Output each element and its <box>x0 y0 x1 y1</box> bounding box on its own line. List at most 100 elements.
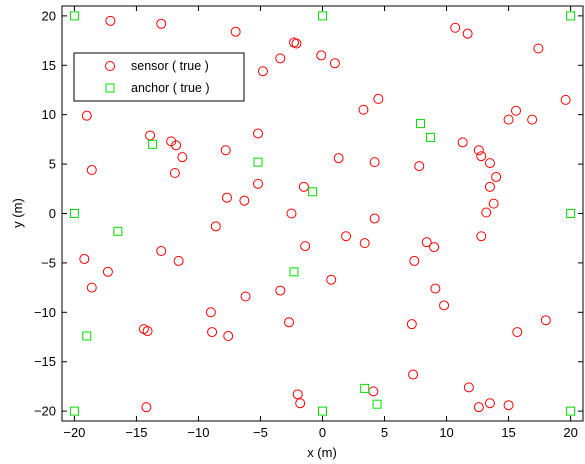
sensor-point <box>503 114 514 125</box>
anchor-point <box>360 383 370 393</box>
sensor-point <box>421 237 432 248</box>
sensor-point <box>171 140 182 151</box>
sensor-point <box>142 326 153 337</box>
anchor-point <box>253 157 263 167</box>
sensor-point <box>316 50 327 61</box>
sensor-point <box>476 151 487 162</box>
sensor-point <box>275 53 286 64</box>
sensor-point <box>286 208 297 219</box>
sensor-point <box>284 317 295 328</box>
sensor-point <box>239 195 250 206</box>
axis-tick-labels: −20 −15 −10 −5 0 5 10 15 20 −20 −15 −10 −5 0 5 10 15 20 <box>34 8 578 440</box>
sensor-point <box>484 158 495 169</box>
sensor-point <box>79 253 90 264</box>
sensor-point <box>473 145 484 156</box>
x-tick-label: 15 <box>501 425 515 440</box>
x-tick-label: 10 <box>439 425 453 440</box>
sensor-point <box>488 198 499 209</box>
sensor-point <box>295 398 306 409</box>
y-tick-label: −10 <box>34 305 56 320</box>
sensor-point <box>252 128 263 139</box>
sensor-point <box>292 389 303 400</box>
anchor-point <box>566 406 576 416</box>
sensor-point <box>512 327 523 338</box>
sensor-point <box>463 382 474 393</box>
sensor-point <box>429 242 440 253</box>
sensor-point <box>81 110 92 121</box>
anchor-point <box>566 209 576 218</box>
x-tick-label: −10 <box>187 425 209 440</box>
x-tick-label: 5 <box>381 425 388 440</box>
sensor-point <box>462 28 473 39</box>
anchor-point <box>425 132 435 142</box>
sensor-point <box>102 266 113 277</box>
sensor-point <box>141 402 152 413</box>
sensor-point <box>291 38 302 49</box>
sensor-point <box>105 15 116 26</box>
anchor-point <box>82 331 92 341</box>
sensor-point <box>300 241 311 252</box>
sensor-point <box>326 274 337 285</box>
sensor-point <box>86 165 97 176</box>
anchor-point <box>113 226 123 236</box>
x-tick-label: −5 <box>253 425 268 440</box>
sensor-point <box>414 161 425 172</box>
y-tick-label: −20 <box>34 404 56 419</box>
anchor-point <box>318 406 327 416</box>
legend: sensor ( true ) anchor ( true ) <box>73 52 245 102</box>
legend-box <box>73 52 245 102</box>
sensor-point <box>240 291 251 302</box>
data-points <box>69 11 576 416</box>
sensor-point <box>476 231 487 242</box>
x-tick-label: 0 <box>319 425 326 440</box>
sensor-point <box>221 192 232 203</box>
sensor-point <box>406 319 417 330</box>
x-tick-label: −20 <box>63 425 85 440</box>
legend-sensor-label: sensor ( true ) <box>131 59 209 73</box>
sensor-point <box>533 43 544 54</box>
sensor-point <box>369 157 380 168</box>
sensor-point <box>173 255 184 266</box>
sensor-point <box>457 137 468 148</box>
y-tick-label: −5 <box>41 255 56 270</box>
sensor-point <box>481 207 492 218</box>
anchor-point <box>69 209 79 218</box>
sensor-point <box>450 22 461 33</box>
sensor-point <box>230 26 241 37</box>
y-tick-label: −15 <box>34 354 56 369</box>
anchor-point <box>308 187 318 197</box>
sensor-point <box>210 221 221 232</box>
sensor-point <box>560 94 571 105</box>
sensor-point <box>252 178 263 189</box>
x-tick-label: −15 <box>125 425 147 440</box>
sensor-point <box>359 238 370 249</box>
sensor-point <box>430 283 441 294</box>
sensor-point <box>257 66 268 77</box>
y-tick-label: 10 <box>42 107 56 122</box>
sensor-point <box>275 285 286 296</box>
legend-anchor-marker <box>105 83 115 93</box>
sensor-point <box>169 167 180 178</box>
sensor-point <box>223 331 234 342</box>
sensor-point <box>156 246 167 257</box>
sensor-point <box>333 153 344 164</box>
y-tick-label: 20 <box>42 8 56 23</box>
sensor-point <box>511 105 522 116</box>
sensor-point <box>527 114 538 125</box>
sensor-point <box>205 307 216 318</box>
sensor-point <box>408 369 419 380</box>
sensor-point <box>156 18 167 29</box>
sensor-point <box>503 400 514 411</box>
sensor-point <box>473 402 484 413</box>
sensor-point <box>369 213 380 224</box>
anchor-point <box>69 406 79 416</box>
sensor-point <box>484 398 495 409</box>
sensor-point <box>329 58 340 69</box>
sensor-point <box>177 152 188 163</box>
axis-ticks <box>62 6 583 421</box>
sensor-point <box>484 181 495 192</box>
anchor-point <box>415 119 425 129</box>
anchor-point <box>318 11 327 21</box>
legend-sensor-marker <box>105 61 115 71</box>
